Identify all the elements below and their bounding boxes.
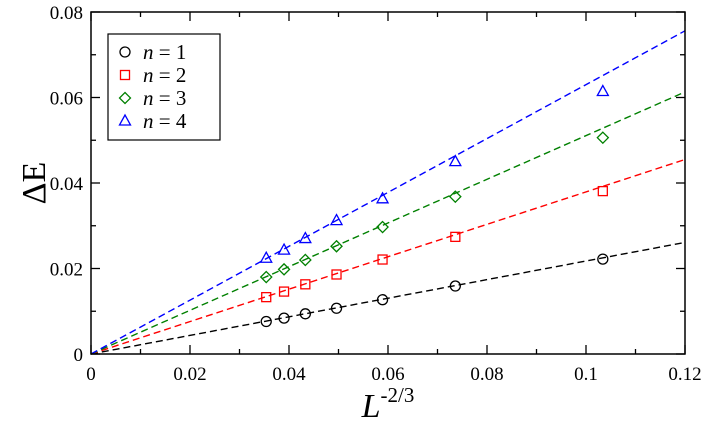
data-point-series-2 <box>261 291 272 303</box>
x-tick-label: 0.08 <box>470 364 503 385</box>
y-tick-label: 0 <box>74 345 84 366</box>
data-point-series-3 <box>277 262 291 276</box>
y-axis-label: ΔE <box>16 162 53 205</box>
data-point-series-2 <box>450 231 461 243</box>
legend-marker-series-4 <box>118 113 132 126</box>
data-point-series-1 <box>597 253 609 265</box>
data-point-series-2 <box>300 279 311 290</box>
data-point-series-2 <box>331 269 342 280</box>
data-markers <box>259 84 610 328</box>
tick-labels: 0 0.02 0.04 0.06 0.08 0.1 0.12 0 0.02 0.04 0.06 0.0… <box>50 3 702 385</box>
data-point-series-2 <box>377 254 388 265</box>
x-tick-label: 0.1 <box>574 364 598 385</box>
legend-label-series-3: n = 3 <box>143 86 186 110</box>
x-tick-label: 0 <box>86 364 96 385</box>
fit-line-series-2 <box>90 158 686 355</box>
x-tick-label: 0.04 <box>272 364 306 385</box>
legend-label-series-2: n = 2 <box>143 63 186 87</box>
legend-label-variable: n <box>143 63 154 87</box>
y-tick-label: 0.08 <box>50 3 83 24</box>
x-axis-label-exponent: -2/3 <box>381 383 415 407</box>
fit-line-series-3 <box>90 91 686 355</box>
plot-frame <box>90 11 686 355</box>
x-axis-label: L-2/3 <box>361 383 415 425</box>
y-tick-label: 0.02 <box>50 260 83 281</box>
x-axis-label-base: L <box>361 388 381 425</box>
legend-label-variable: n <box>143 40 154 64</box>
legend: n = 1n = 2n = 3n = 4 <box>107 33 221 141</box>
x-tick-label: 0.06 <box>371 364 404 385</box>
legend-label-value: = 3 <box>154 86 187 110</box>
legend-marker-series-1 <box>119 46 131 58</box>
data-point-series-1 <box>260 315 272 328</box>
data-point-series-4 <box>259 250 273 263</box>
data-point-series-3 <box>259 270 273 284</box>
data-point-series-2 <box>278 286 290 297</box>
data-point-series-1 <box>330 302 343 314</box>
data-point-series-1 <box>449 280 461 292</box>
data-point-series-4 <box>448 154 462 167</box>
legend-label-series-4: n = 4 <box>143 109 187 133</box>
data-point-series-3 <box>330 239 343 253</box>
data-point-series-4 <box>329 213 344 226</box>
data-point-series-1 <box>299 308 311 320</box>
data-point-series-3 <box>298 253 312 267</box>
fit-line-series-4 <box>90 30 686 355</box>
x-tick-label: 0.12 <box>668 364 701 385</box>
legend-label-variable: n <box>143 109 154 133</box>
data-point-series-4 <box>277 242 291 255</box>
legend-label-value: = 1 <box>154 40 187 64</box>
legend-label-value: = 4 <box>154 109 187 133</box>
legend-label-value: = 2 <box>154 63 187 87</box>
data-point-series-1 <box>376 294 389 306</box>
data-point-series-1 <box>278 312 290 324</box>
legend-marker-series-2 <box>119 69 131 81</box>
y-tick-label: 0.06 <box>50 89 83 110</box>
data-point-series-3 <box>376 220 389 234</box>
legend-marker-series-3 <box>118 91 132 105</box>
legend-label-variable: n <box>143 86 154 110</box>
data-point-series-4 <box>375 191 390 204</box>
data-point-series-3 <box>448 190 462 204</box>
y-tick-label: 0.04 <box>50 174 84 195</box>
data-point-series-2 <box>597 185 608 197</box>
legend-label-series-1: n = 1 <box>143 40 186 64</box>
data-point-series-4 <box>596 84 610 97</box>
x-tick-label: 0.02 <box>173 364 206 385</box>
data-point-series-3 <box>596 131 610 145</box>
legend-box <box>107 33 221 141</box>
data-point-series-4 <box>298 231 312 244</box>
